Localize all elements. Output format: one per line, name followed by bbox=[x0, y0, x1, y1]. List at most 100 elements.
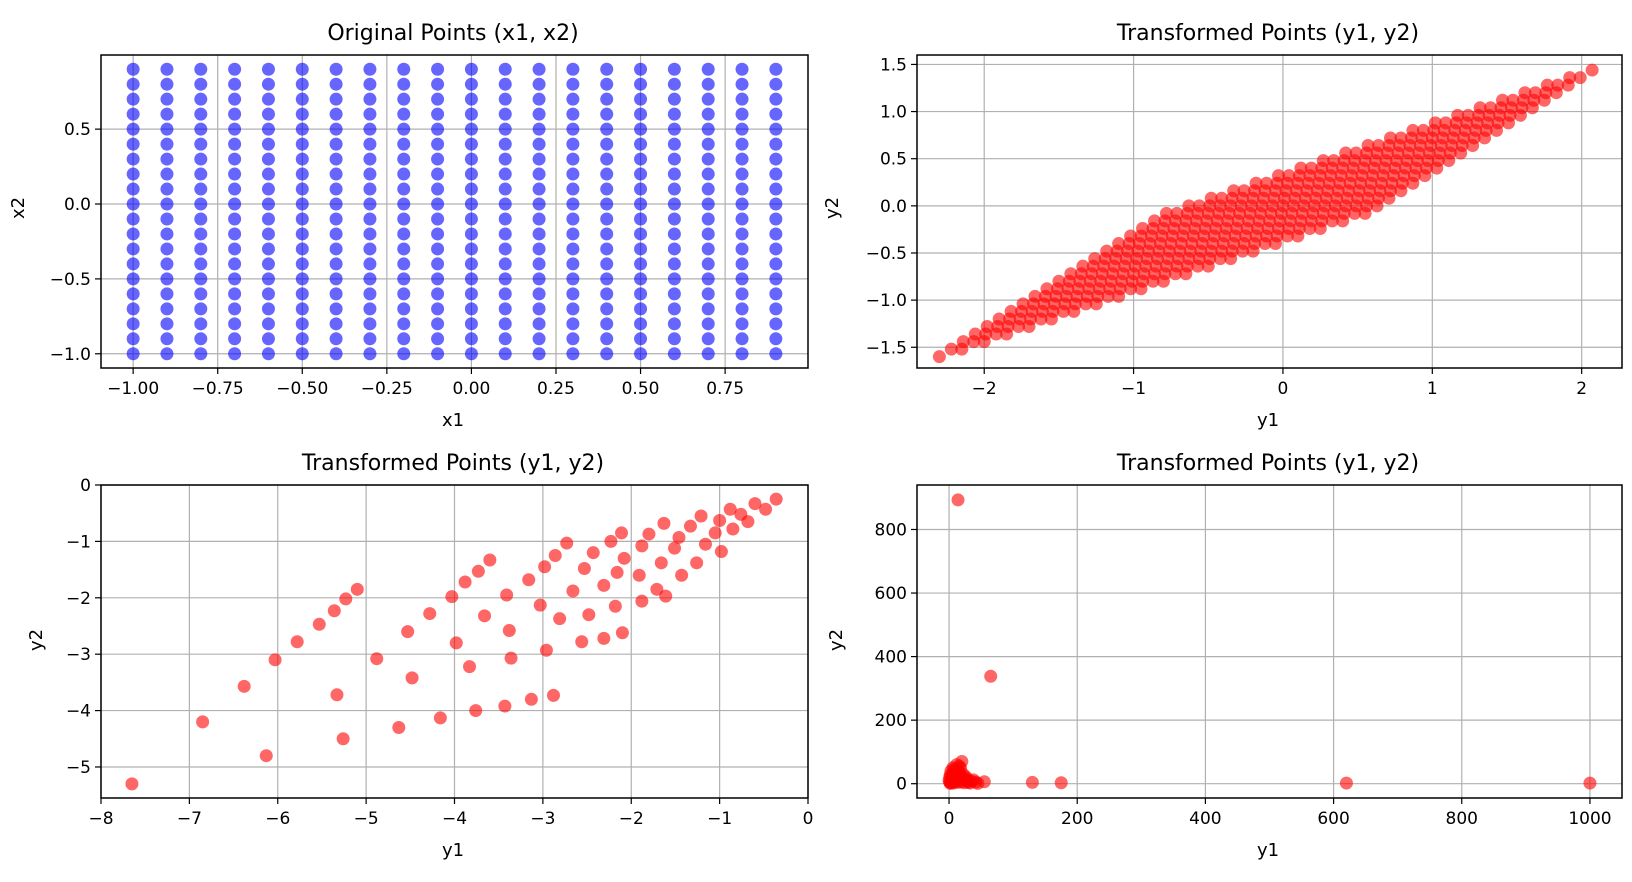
scatter-point bbox=[431, 302, 445, 316]
scatter-point bbox=[237, 679, 251, 693]
x-tick-label: 0.25 bbox=[537, 379, 575, 399]
scatter-point bbox=[228, 227, 242, 241]
scatter-point bbox=[532, 257, 546, 271]
scatter-point bbox=[1089, 297, 1103, 311]
scatter-point bbox=[667, 227, 681, 241]
y-axis-label: y2 bbox=[26, 629, 47, 651]
chart-title: Original Points (x1, x2) bbox=[327, 21, 578, 46]
scatter-point bbox=[464, 302, 478, 316]
scatter-point bbox=[1258, 237, 1272, 251]
scatter-point bbox=[295, 257, 309, 271]
scatter-point bbox=[634, 227, 648, 241]
scatter-point bbox=[634, 212, 648, 226]
scatter-point bbox=[600, 62, 614, 76]
y-tick-label: 200 bbox=[875, 711, 907, 731]
scatter-point bbox=[735, 197, 749, 211]
scatter-point bbox=[539, 643, 553, 657]
scatter-point bbox=[532, 92, 546, 106]
scatter-point bbox=[698, 537, 712, 551]
scatter-point bbox=[575, 635, 589, 649]
scatter-point bbox=[1000, 327, 1014, 341]
scatter-point bbox=[498, 182, 512, 196]
scatter-point bbox=[634, 107, 648, 121]
scatter-point bbox=[194, 62, 208, 76]
scatter-point bbox=[1112, 289, 1126, 303]
scatter-point bbox=[397, 212, 411, 226]
scatter-point bbox=[1044, 312, 1058, 326]
scatter-point bbox=[532, 242, 546, 256]
scatter-point bbox=[464, 167, 478, 181]
scatter-point bbox=[397, 62, 411, 76]
scatter-point bbox=[336, 732, 350, 746]
scatter-point bbox=[1291, 229, 1305, 243]
scatter-point bbox=[196, 715, 210, 729]
scatter-point bbox=[464, 332, 478, 346]
scatter-point bbox=[329, 317, 343, 331]
scatter-point bbox=[635, 594, 649, 608]
scatter-point bbox=[1583, 776, 1597, 790]
scatter-point bbox=[126, 77, 140, 91]
scatter-point bbox=[566, 302, 580, 316]
scatter-point bbox=[160, 227, 174, 241]
scatter-point bbox=[228, 347, 242, 361]
scatter-point bbox=[295, 242, 309, 256]
scatter-point bbox=[397, 167, 411, 181]
scatter-point bbox=[397, 242, 411, 256]
scatter-point bbox=[228, 107, 242, 121]
scatter-point bbox=[667, 92, 681, 106]
scatter-point bbox=[126, 152, 140, 166]
scatter-point bbox=[295, 92, 309, 106]
scatter-point bbox=[984, 669, 998, 683]
scatter-point bbox=[769, 77, 783, 91]
scatter-point bbox=[735, 152, 749, 166]
scatter-point bbox=[330, 688, 344, 702]
scatter-point bbox=[431, 272, 445, 286]
scatter-point bbox=[694, 509, 708, 523]
scatter-point bbox=[431, 62, 445, 76]
scatter-point bbox=[538, 560, 552, 574]
scatter-point bbox=[498, 122, 512, 136]
scatter-point bbox=[650, 582, 664, 596]
scatter-point bbox=[1280, 229, 1294, 243]
scatter-point bbox=[397, 152, 411, 166]
scatter-point bbox=[608, 599, 622, 613]
scatter-point bbox=[290, 635, 304, 649]
scatter-series bbox=[125, 492, 783, 791]
scatter-point bbox=[268, 653, 282, 667]
scatter-point bbox=[126, 122, 140, 136]
scatter-point bbox=[194, 332, 208, 346]
scatter-point bbox=[672, 530, 686, 544]
scatter-point bbox=[126, 182, 140, 196]
scatter-point bbox=[735, 317, 749, 331]
scatter-point bbox=[723, 502, 737, 516]
scatter-point bbox=[1442, 154, 1456, 168]
scatter-point bbox=[194, 167, 208, 181]
scatter-point bbox=[228, 122, 242, 136]
scatter-point bbox=[600, 182, 614, 196]
y-tick-label: 0.0 bbox=[64, 195, 91, 215]
scatter-point bbox=[989, 327, 1003, 341]
scatter-point bbox=[431, 287, 445, 301]
y-tick-label: −0.5 bbox=[866, 244, 907, 264]
scatter-point bbox=[160, 77, 174, 91]
scatter-point bbox=[600, 77, 614, 91]
y-tick-label: 800 bbox=[875, 520, 907, 540]
scatter-point bbox=[401, 625, 415, 639]
scatter-point bbox=[464, 122, 478, 136]
scatter-point bbox=[463, 660, 477, 674]
scatter-point bbox=[350, 582, 364, 596]
scatter-point bbox=[659, 589, 673, 603]
scatter-point bbox=[295, 62, 309, 76]
scatter-point bbox=[634, 242, 648, 256]
scatter-point bbox=[431, 347, 445, 361]
scatter-point bbox=[194, 242, 208, 256]
scatter-point bbox=[160, 92, 174, 106]
scatter-point bbox=[1561, 78, 1575, 92]
scatter-point bbox=[464, 182, 478, 196]
scatter-point bbox=[532, 197, 546, 211]
scatter-point bbox=[160, 122, 174, 136]
scatter-point bbox=[498, 242, 512, 256]
scatter-point bbox=[160, 317, 174, 331]
scatter-point bbox=[194, 137, 208, 151]
